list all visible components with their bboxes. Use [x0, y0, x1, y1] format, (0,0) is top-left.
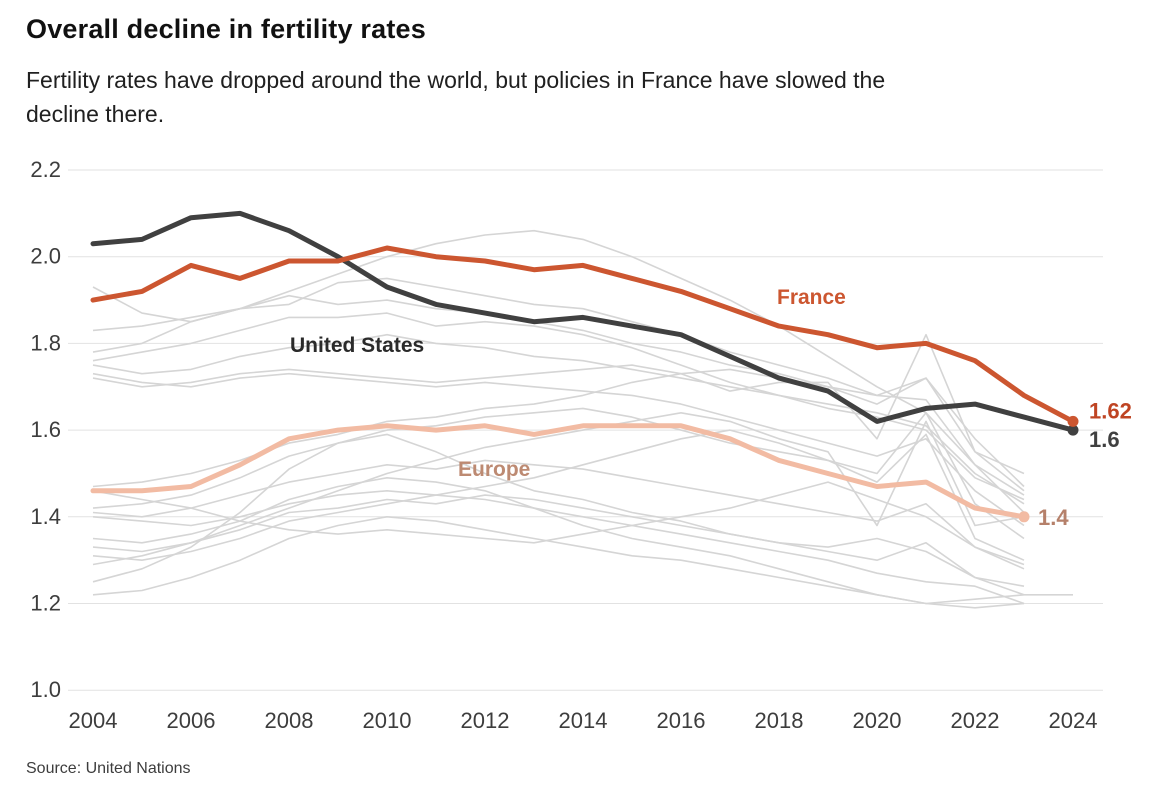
y-tick-label: 2.2 [30, 157, 61, 182]
y-tick-label: 1.4 [30, 504, 61, 529]
background-country-line-18 [92, 481, 1025, 570]
x-tick-label: 2018 [755, 708, 804, 733]
series-name-label-france: France [777, 286, 846, 309]
chart-subtitle-line2: decline there. [26, 101, 165, 127]
background-country-line-6 [92, 333, 1025, 505]
chart-title: Overall decline in fertility rates [26, 14, 426, 44]
x-tick-label: 2006 [167, 708, 216, 733]
x-tick-label: 2022 [951, 708, 1000, 733]
series-end-dot-united-states [1067, 424, 1079, 436]
x-tick-label: 2004 [69, 708, 118, 733]
series-end-dot-france [1067, 415, 1079, 427]
series-end-value-united-states: 1.6 [1089, 427, 1120, 452]
y-tick-label: 1.0 [30, 677, 61, 702]
y-tick-label: 1.8 [30, 330, 61, 355]
x-tick-label: 2024 [1049, 708, 1098, 733]
chart-subtitle: Fertility rates have dropped around the … [26, 63, 885, 131]
series-end-value-france: 1.62 [1089, 398, 1132, 423]
background-country-line-1 [92, 229, 1025, 496]
y-tick-label: 2.0 [30, 244, 61, 269]
background-country-line-15 [92, 411, 1025, 566]
series-name-label-europe: Europe [458, 458, 530, 481]
x-tick-label: 2016 [657, 708, 706, 733]
background-country-line-10 [92, 459, 1025, 566]
background-country-line-3 [92, 294, 1025, 492]
background-country-line-16 [92, 433, 1025, 587]
series-end-value-europe: 1.4 [1038, 505, 1069, 530]
x-tick-label: 2012 [461, 708, 510, 733]
x-tick-label: 2010 [363, 708, 412, 733]
x-tick-label: 2014 [559, 708, 608, 733]
line-chart: 2.2 2.0 1.8 1.6 1.4 1.2 1.0 2004 2006 2008 2010 201… [30, 157, 1132, 733]
series-line-france [90, 245, 1076, 424]
x-tick-label: 2020 [853, 708, 902, 733]
series-line-europe [90, 423, 1027, 520]
background-country-line-17 [92, 515, 1073, 605]
background-country-line-13 [92, 494, 1025, 596]
series-line-united-states [90, 210, 1076, 433]
chart-source: Source: United Nations [26, 760, 191, 777]
background-country-line-11 [92, 489, 1025, 605]
background-country-line-9 [92, 407, 1025, 540]
y-tick-label: 1.2 [30, 591, 61, 616]
series-name-label-united-states: United States [290, 334, 424, 357]
series-end-dot-europe [1018, 511, 1030, 523]
y-tick-label: 1.6 [30, 417, 61, 442]
background-country-line-7 [92, 372, 1025, 527]
background-country-line-8 [92, 368, 1025, 488]
x-tick-label: 2008 [265, 708, 314, 733]
background-country-line-14 [92, 429, 1025, 562]
background-country-line-2 [92, 333, 1025, 475]
background-country-line-4 [92, 277, 1025, 514]
chart-subtitle-line1: Fertility rates have dropped around the … [26, 67, 886, 93]
